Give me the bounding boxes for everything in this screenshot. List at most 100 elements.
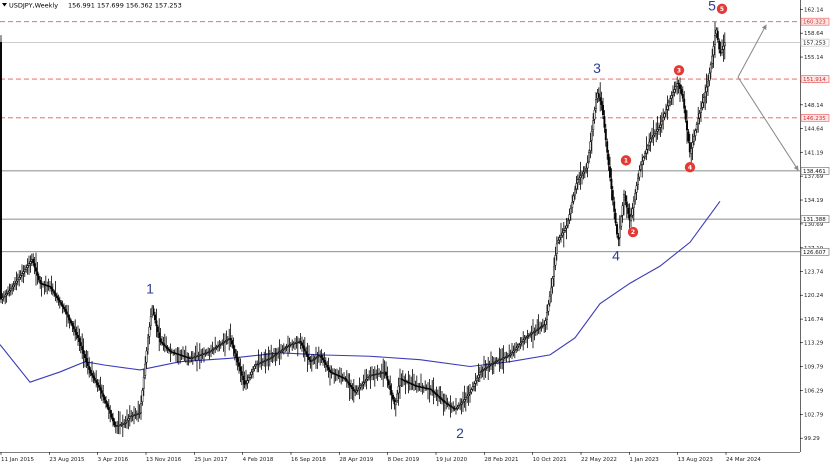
candle-body (599, 97, 602, 102)
candle-body (389, 385, 392, 390)
candle-body (548, 295, 551, 304)
candle-body (219, 343, 222, 346)
candle-body (690, 148, 693, 154)
x-tick-label: 4 Feb 2018 (243, 457, 274, 463)
candle-body (438, 396, 441, 398)
candle-body (541, 325, 544, 327)
level-tag-box (800, 215, 830, 223)
candle-body (345, 379, 348, 382)
candle-body (450, 406, 453, 408)
candle-body (481, 369, 484, 372)
candle-body (85, 358, 88, 362)
candle-body (316, 356, 319, 358)
candle-body (508, 354, 511, 357)
candle-body (526, 335, 529, 338)
candle-body (145, 350, 148, 363)
x-tick-label: 3 Apr 2016 (98, 457, 129, 463)
candle-body (480, 370, 483, 373)
candle-body (275, 353, 278, 355)
candle-body (700, 107, 702, 113)
candle-body (364, 380, 366, 383)
candle-body (467, 393, 470, 396)
x-tick-label: 28 Feb 2021 (484, 457, 518, 463)
candle-body (564, 228, 567, 231)
level-tag-label: 157.253 (803, 41, 826, 47)
candle-body (63, 306, 65, 310)
candle-body (476, 377, 478, 381)
candle-body (478, 372, 481, 376)
candle-body (463, 399, 466, 402)
candle-body (93, 377, 96, 381)
candle-body (232, 344, 235, 349)
candle-body (56, 295, 58, 299)
candle-body (722, 45, 725, 50)
candle-body (448, 404, 450, 406)
subwave-label: 3 (677, 67, 681, 74)
candle-body (64, 309, 67, 312)
candle-body (386, 375, 389, 381)
candle-body (74, 329, 77, 333)
candle-body (72, 326, 75, 330)
candle-body (686, 120, 688, 131)
candle-body (492, 362, 495, 364)
candle-body (610, 178, 613, 190)
y-tick-label: 162.14 (804, 7, 824, 13)
candle-body (434, 392, 436, 394)
chart-header: USDJPY,Weekly 156.991 157.699 156.362 15… (2, 2, 182, 10)
candle-body (544, 320, 547, 325)
candle-body (574, 189, 576, 196)
candle-body (649, 138, 652, 142)
candle-body (618, 227, 621, 238)
projection-up-arrow (737, 24, 767, 78)
candle-body (57, 297, 60, 301)
candle-body (358, 387, 361, 390)
candle-body (653, 133, 656, 136)
candle-body (49, 285, 51, 288)
candle-body (214, 347, 217, 349)
candle-body (288, 344, 291, 347)
subwave-marker (716, 3, 728, 15)
candle-body (81, 346, 84, 351)
x-tick-label: 11 Jan 2015 (1, 457, 34, 463)
candle-body (716, 31, 719, 40)
candle-body (520, 341, 523, 344)
wave-label: 2 (456, 425, 464, 441)
candle-body (75, 332, 78, 336)
y-tick-label: 99.29 (804, 436, 820, 442)
level-tags: 160.323 157.253 151.914 146.235 138.461 131.3… (800, 17, 830, 256)
candle-body (681, 93, 684, 99)
x-tick-label: 10 Oct 2021 (533, 457, 567, 463)
candle-body (348, 383, 351, 386)
y-tick-label: 116.74 (804, 317, 824, 323)
candle-body (523, 338, 526, 340)
candle-body (614, 212, 617, 224)
candle-body (344, 378, 347, 380)
candle-body (106, 403, 109, 407)
candle-body (571, 201, 574, 208)
level-tag-box (800, 167, 830, 175)
candle-body (128, 416, 131, 419)
dropdown-arrow-icon[interactable] (2, 3, 7, 7)
candle-body (50, 286, 53, 290)
candle-body (0, 42, 2, 300)
candle-body (540, 326, 543, 328)
candle-body (442, 399, 445, 402)
candle-body (532, 332, 534, 334)
candle-body (642, 157, 645, 161)
x-tick-label: 1 Jan 2023 (629, 457, 659, 463)
candle-body (169, 350, 172, 352)
candle-body (273, 355, 275, 357)
candle-body (301, 342, 303, 346)
subwave-label: 5 (720, 6, 724, 13)
y-tick-label: 144.64 (804, 127, 824, 133)
candle-body (109, 410, 112, 414)
candle-body (547, 304, 550, 312)
candle-body (161, 341, 163, 344)
candle-body (597, 93, 600, 98)
candle-body (687, 131, 690, 142)
candle-body (323, 360, 326, 363)
candle-body (673, 89, 676, 93)
y-tick-label: 102.79 (804, 412, 824, 418)
candle-body (165, 346, 168, 348)
